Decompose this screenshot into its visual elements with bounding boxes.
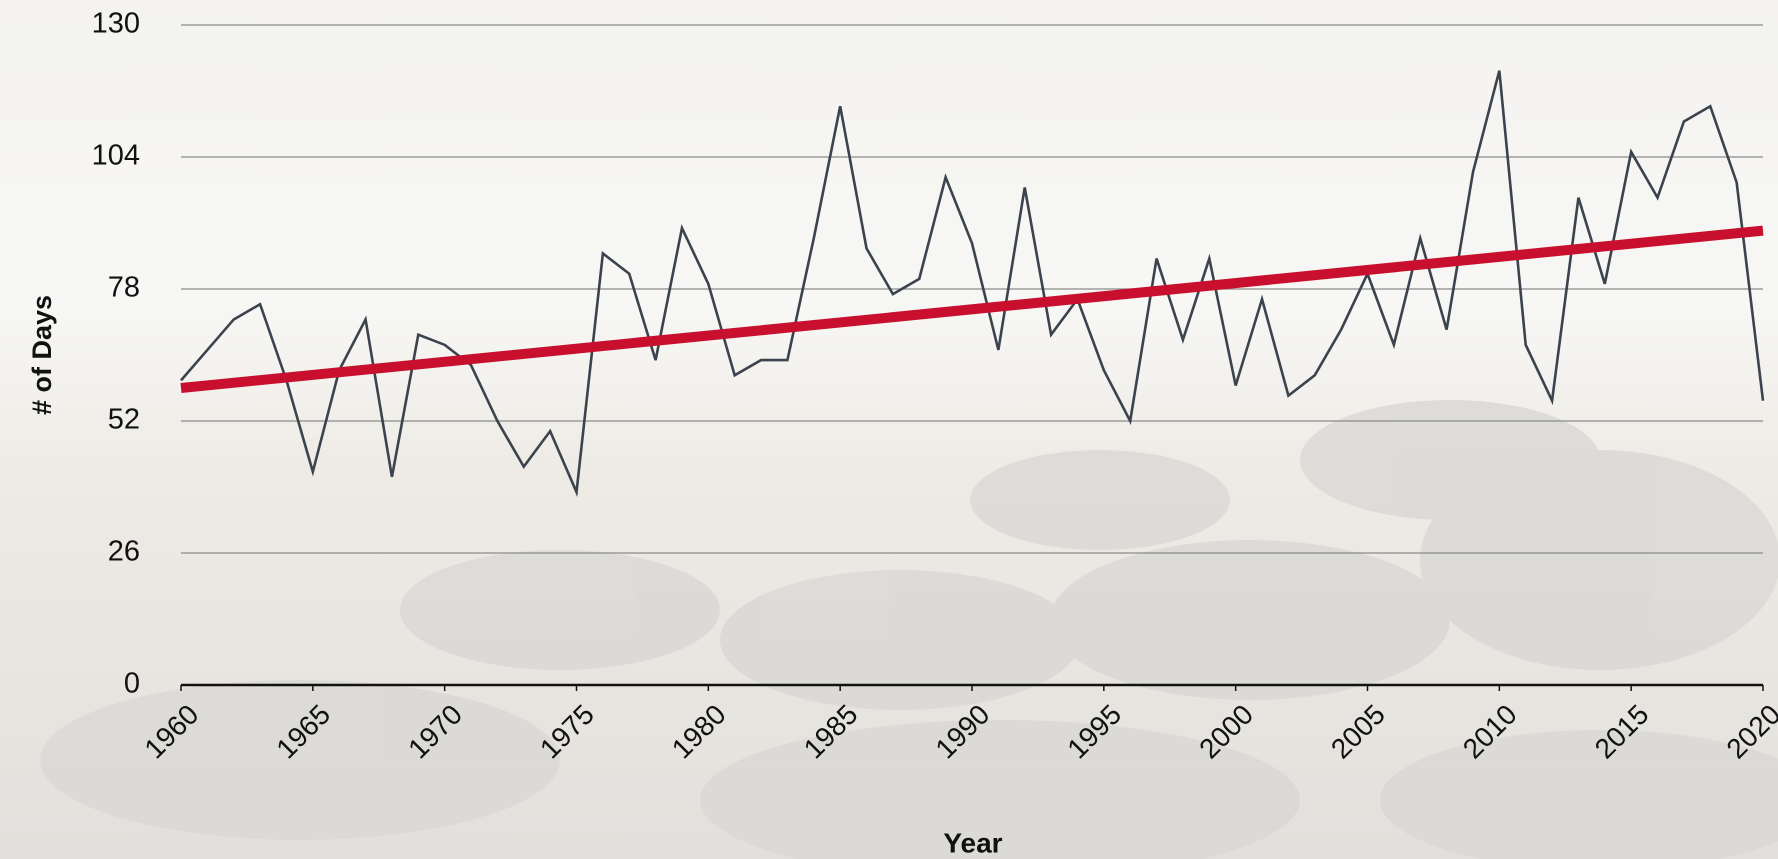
x-axis-label: Year bbox=[943, 827, 1002, 858]
y-tick-label: 104 bbox=[92, 140, 140, 172]
rocks bbox=[40, 400, 1778, 859]
y-tick-label: 0 bbox=[124, 668, 140, 700]
y-tick-label: 26 bbox=[108, 536, 140, 568]
trend-line bbox=[180, 225, 1764, 393]
data-line bbox=[180, 70, 1765, 498]
y-axis-label: # of Days bbox=[27, 295, 57, 415]
y-tick-label: 130 bbox=[92, 8, 140, 40]
y-tick-label: 78 bbox=[108, 272, 140, 304]
y-tick-label: 52 bbox=[108, 404, 140, 436]
